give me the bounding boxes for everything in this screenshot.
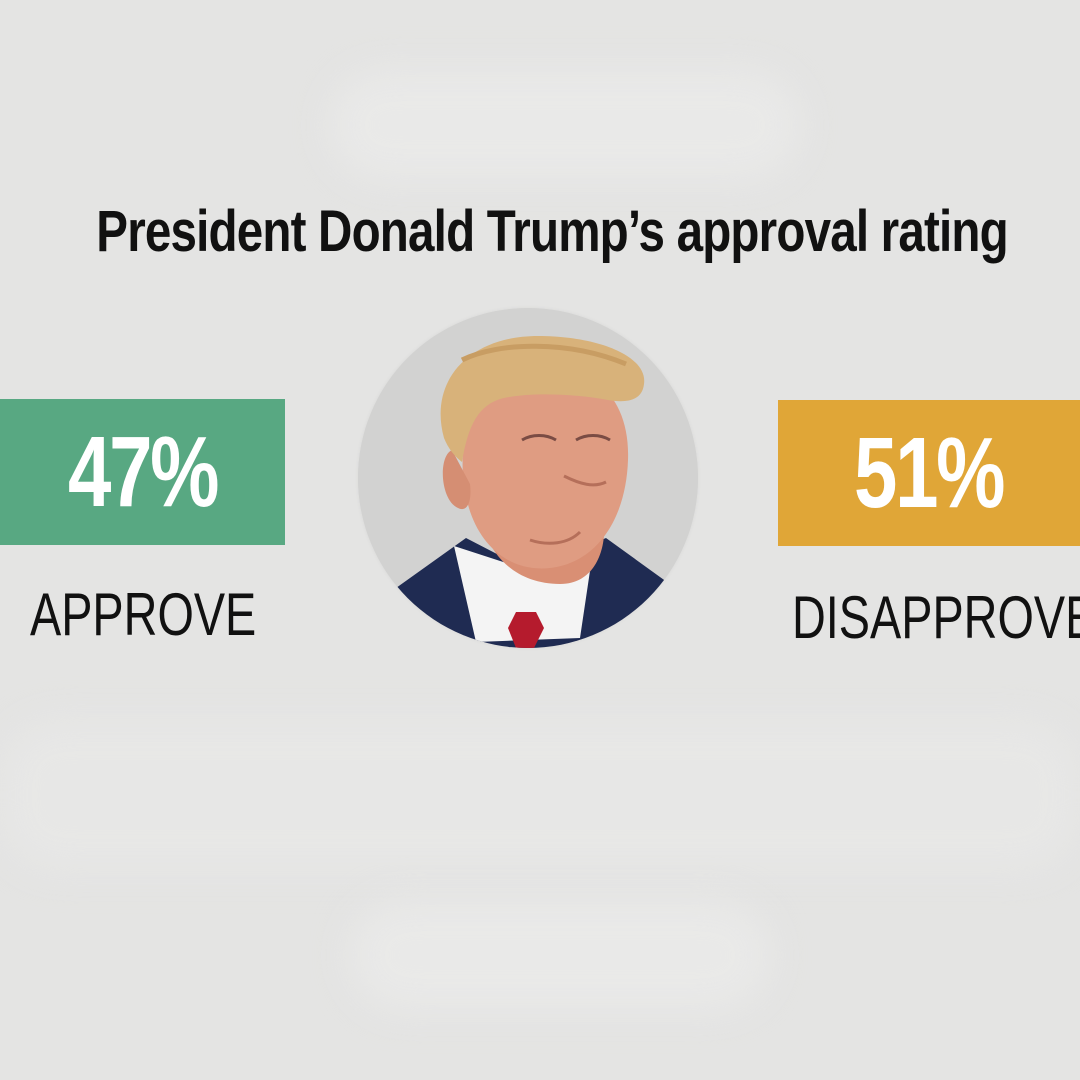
approve-percentage: 47%	[67, 415, 219, 528]
disapprove-label: DISAPPROVE	[792, 584, 1080, 651]
portrait-photo-icon	[358, 308, 698, 648]
background-blur-middle	[0, 720, 1080, 870]
approve-label: APPROVE	[30, 581, 257, 648]
background-blur-bottom	[350, 900, 770, 1010]
disapprove-percentage-box: 51%	[778, 400, 1080, 546]
disapprove-percentage: 51%	[854, 416, 1005, 529]
page-title: President Donald Trump’s approval rating	[96, 199, 1008, 264]
background-blur-top	[330, 70, 800, 180]
approve-percentage-box: 47%	[0, 399, 285, 545]
